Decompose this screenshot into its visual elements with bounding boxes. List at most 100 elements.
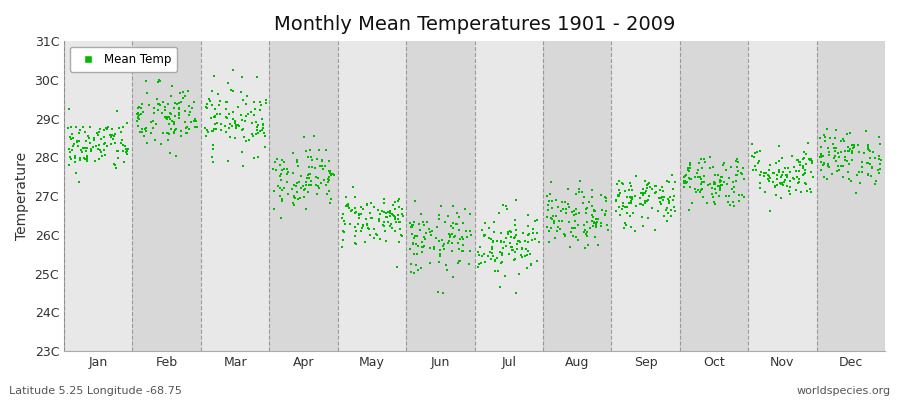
Point <box>712 193 726 199</box>
Point <box>454 248 469 254</box>
Point <box>186 99 201 105</box>
Point <box>557 233 572 239</box>
Point <box>760 176 775 182</box>
Point <box>500 206 515 212</box>
Point <box>220 115 235 121</box>
Point <box>520 252 535 258</box>
Point <box>421 226 436 232</box>
Point <box>714 174 728 180</box>
Point <box>587 219 601 226</box>
Point <box>477 232 491 238</box>
Point <box>351 221 365 228</box>
Point <box>229 125 243 132</box>
Point <box>482 235 496 242</box>
Point <box>703 165 717 171</box>
Point <box>779 172 794 178</box>
Point <box>504 246 518 253</box>
Point <box>152 101 166 108</box>
Point <box>348 209 363 216</box>
Point <box>524 261 538 267</box>
Point <box>266 188 281 195</box>
Point <box>707 186 722 192</box>
Point <box>506 247 520 254</box>
Point <box>774 194 788 201</box>
Point <box>389 219 403 226</box>
Point <box>162 121 176 127</box>
Point <box>679 172 693 178</box>
Point <box>841 169 855 175</box>
Point <box>805 160 819 166</box>
Point <box>442 238 456 244</box>
Point <box>172 111 186 118</box>
Point <box>588 208 602 214</box>
Point <box>845 157 859 163</box>
Point <box>179 130 194 136</box>
Point <box>598 194 612 200</box>
Point <box>68 159 82 166</box>
Point <box>235 149 249 155</box>
Point <box>642 180 656 186</box>
Point <box>460 233 474 240</box>
Point <box>836 163 850 170</box>
Point <box>581 242 596 248</box>
Point <box>237 134 251 140</box>
Point <box>780 183 795 190</box>
Point <box>177 119 192 125</box>
Point <box>616 181 630 187</box>
Point <box>520 232 535 238</box>
Point <box>180 124 194 130</box>
Point <box>641 215 655 221</box>
Point <box>183 109 197 116</box>
Point <box>205 146 220 153</box>
Point <box>677 180 691 187</box>
Point <box>527 218 542 224</box>
Point <box>462 261 476 267</box>
Point <box>797 170 812 176</box>
Point <box>291 163 305 169</box>
Point <box>172 110 186 116</box>
Point <box>707 172 722 178</box>
Point <box>624 223 638 230</box>
Point <box>443 232 457 238</box>
Point <box>648 189 662 195</box>
Point <box>382 219 396 225</box>
Point <box>446 234 461 240</box>
Point <box>250 124 265 130</box>
Point <box>230 122 244 128</box>
Point <box>65 131 79 138</box>
Point <box>791 179 806 185</box>
Point <box>204 154 219 160</box>
Point <box>703 153 717 160</box>
Point <box>202 97 217 104</box>
Point <box>829 127 843 133</box>
Point <box>796 165 810 171</box>
Point <box>144 119 158 126</box>
Point <box>698 172 712 179</box>
Point <box>392 226 407 232</box>
Point <box>166 120 181 127</box>
Point <box>204 115 219 121</box>
Point <box>508 231 523 238</box>
Point <box>312 162 327 169</box>
Point <box>158 114 172 120</box>
Point <box>643 183 657 190</box>
Point <box>200 127 214 134</box>
Point <box>508 196 523 203</box>
Point <box>770 160 784 166</box>
Point <box>778 165 792 172</box>
Point <box>105 126 120 132</box>
Point <box>463 211 477 218</box>
Point <box>845 145 859 152</box>
Point <box>600 227 615 233</box>
Point <box>863 148 878 155</box>
Point <box>514 252 528 258</box>
Point <box>696 194 710 200</box>
Text: Latitude 5.25 Longitude -68.75: Latitude 5.25 Longitude -68.75 <box>9 386 182 396</box>
Point <box>477 251 491 257</box>
Point <box>683 176 698 182</box>
Point <box>372 216 386 222</box>
Point <box>72 130 86 136</box>
Point <box>236 126 250 132</box>
Point <box>156 99 170 105</box>
Point <box>798 161 813 168</box>
